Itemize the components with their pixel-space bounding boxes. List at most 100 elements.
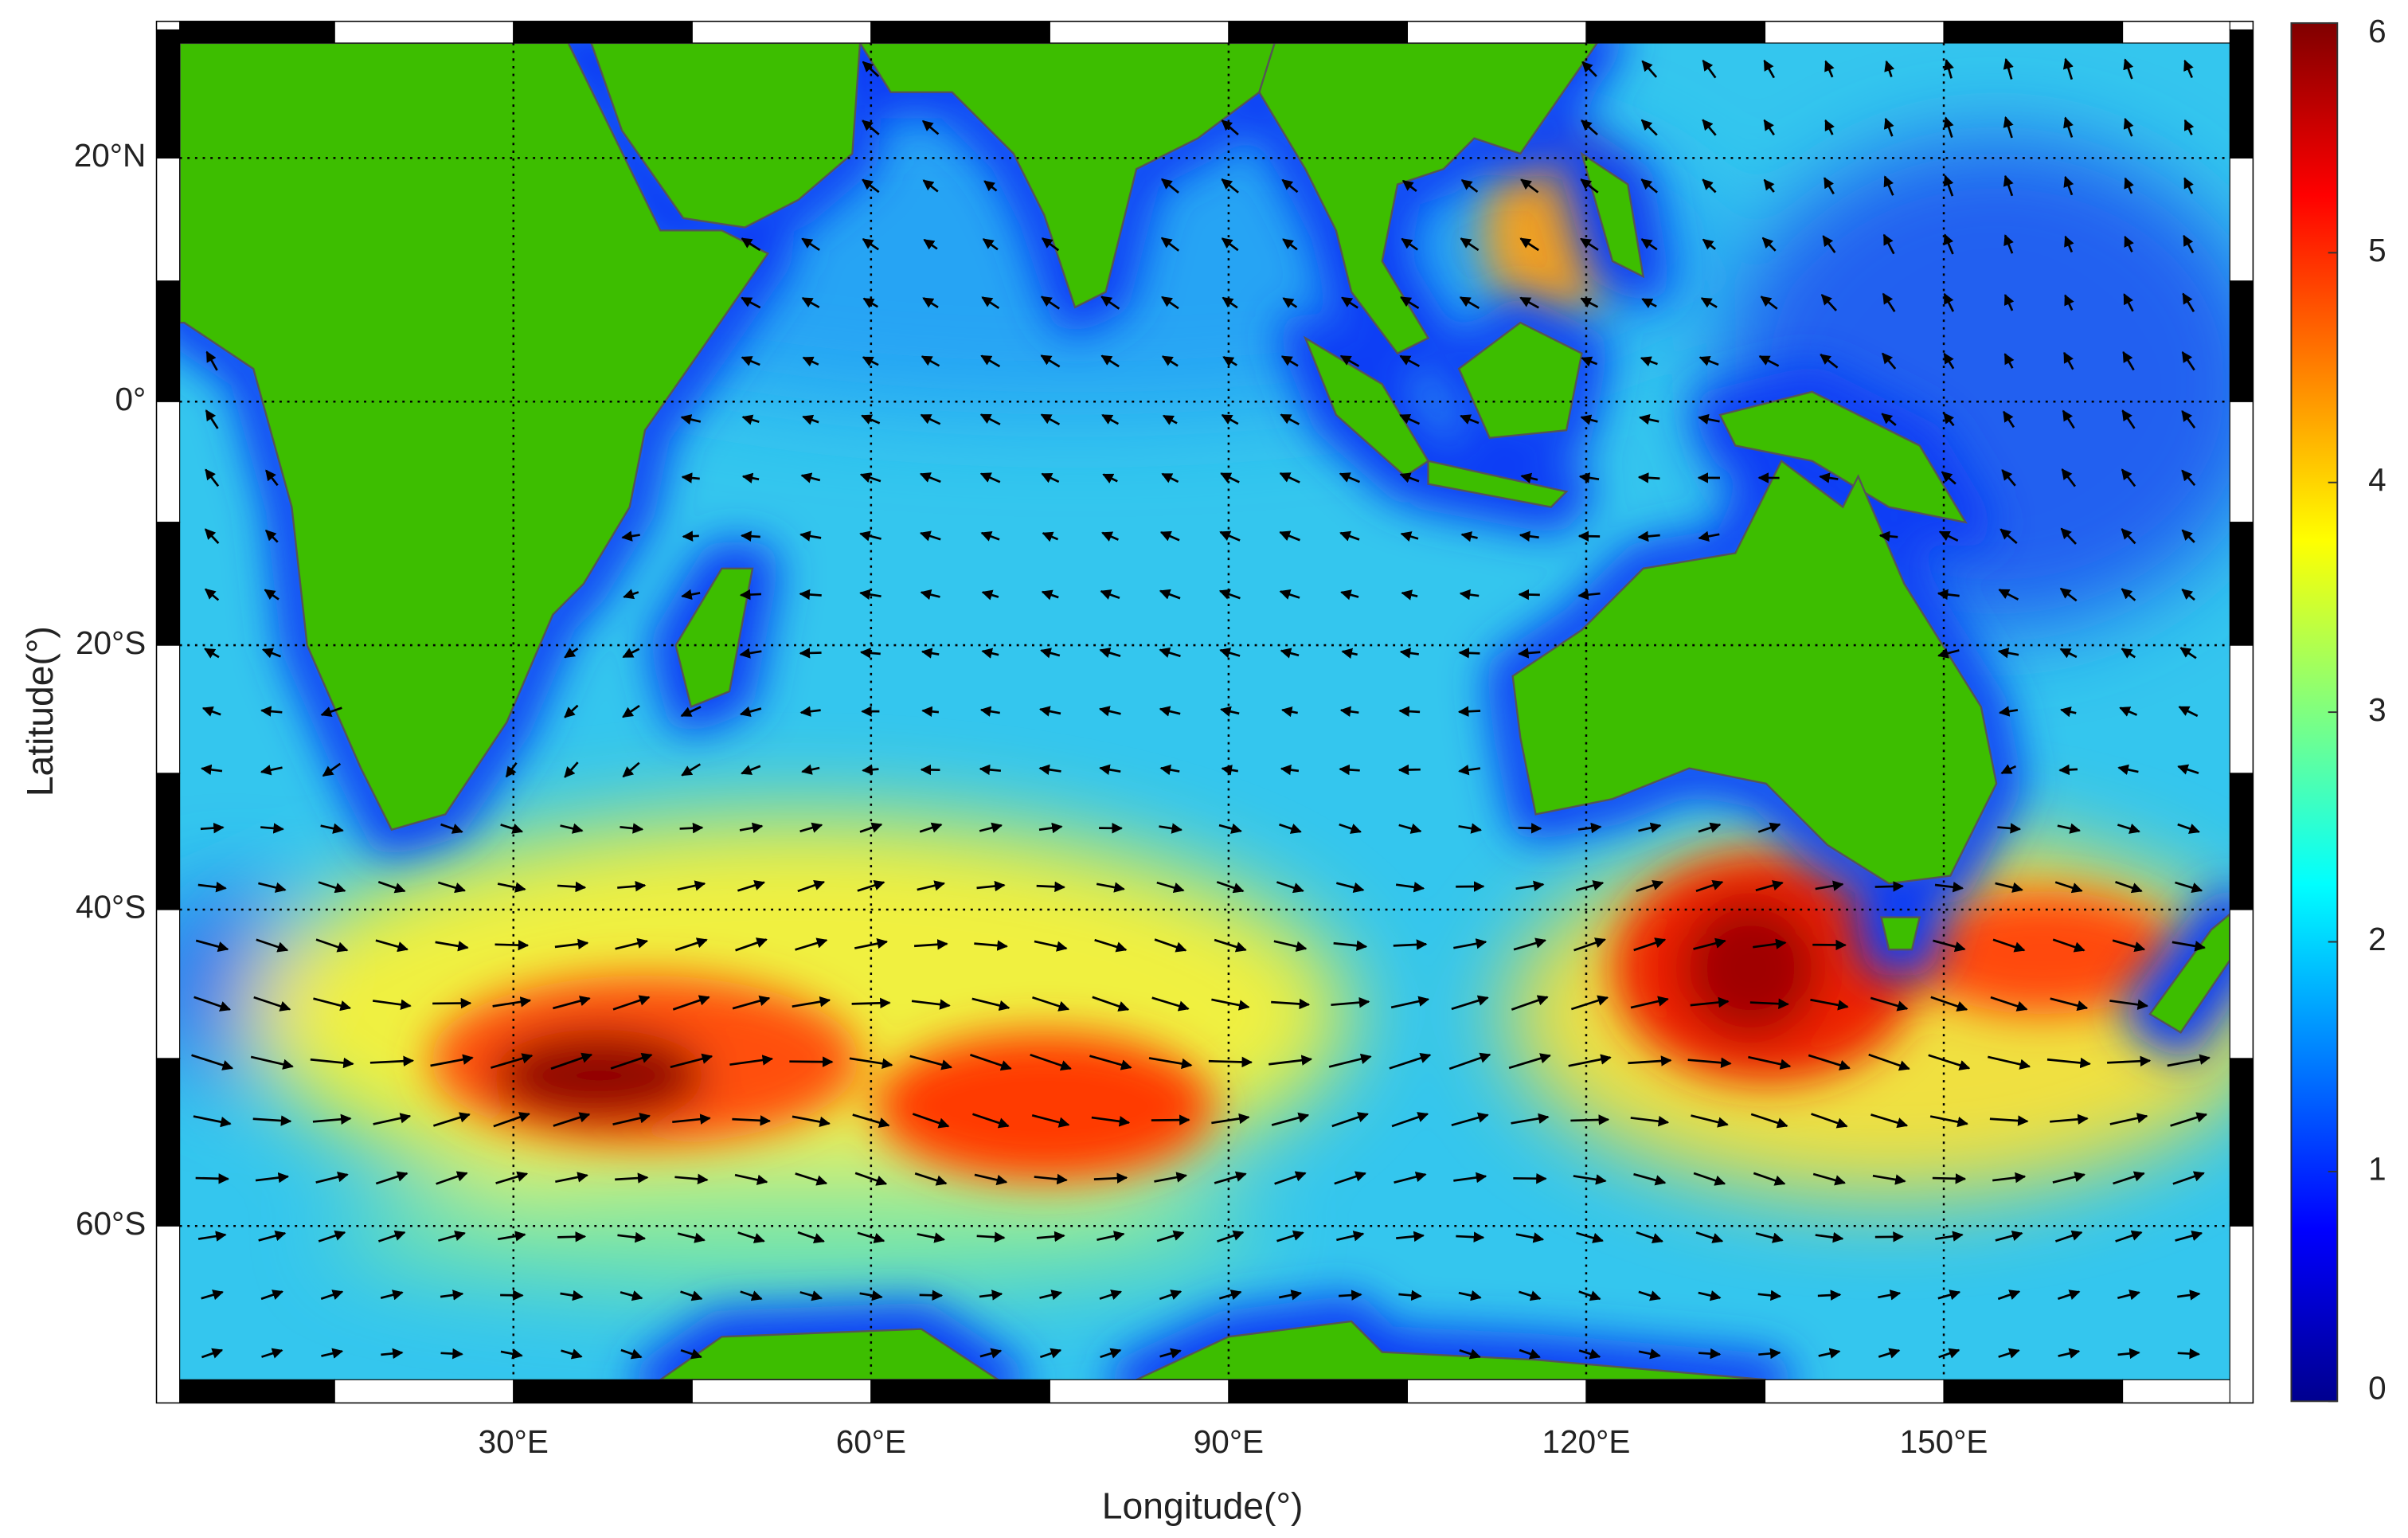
frame-segment	[156, 909, 181, 1059]
wind-arrow	[2003, 293, 2015, 311]
wind-arrow	[800, 472, 821, 483]
wind-arrow	[799, 530, 822, 542]
wind-arrow	[1870, 996, 1909, 1012]
wind-arrow	[1394, 1171, 1427, 1184]
wind-arrow	[1399, 413, 1421, 425]
wind-arrow	[1451, 1112, 1489, 1127]
wind-arrow	[2113, 1171, 2145, 1185]
frame-segment	[1764, 21, 1945, 44]
wind-arrow	[2003, 174, 2014, 197]
wind-arrow	[1459, 1348, 1481, 1360]
wind-arrow	[1580, 237, 1599, 251]
wind-arrow	[1271, 1112, 1310, 1126]
wind-arrow	[801, 237, 820, 251]
wind-arrow	[1638, 414, 1659, 425]
wind-arrow	[1693, 937, 1726, 950]
wind-arrow	[200, 822, 225, 834]
wind-arrow	[1159, 589, 1181, 600]
wind-arrow	[1508, 1053, 1551, 1070]
sumatra	[1303, 335, 1430, 478]
wind-arrow	[674, 937, 708, 952]
wind-arrow	[1098, 706, 1121, 717]
wind-arrow	[2177, 1348, 2201, 1360]
wind-arrow	[737, 1231, 765, 1243]
wind-arrow	[681, 763, 702, 777]
y-axis-label: Latitude(°)	[19, 626, 61, 796]
frame-segment	[156, 1225, 181, 1403]
philippines	[1580, 151, 1645, 279]
wind-arrow	[1820, 294, 1838, 311]
wind-arrow	[920, 589, 940, 601]
wind-arrow	[1882, 292, 1896, 312]
wind-arrow	[1637, 472, 1660, 483]
wind-arrow	[1034, 1173, 1068, 1185]
y-tick-label: 0°	[115, 381, 146, 417]
wind-arrow	[1280, 764, 1300, 776]
wind-arrow	[197, 1231, 227, 1242]
wind-arrow	[1276, 1230, 1304, 1243]
wind-arrow	[854, 938, 889, 949]
wind-arrow	[1928, 1054, 1971, 1070]
wind-arrow	[979, 764, 1002, 776]
wind-arrow	[1282, 297, 1298, 308]
wind-arrow	[1824, 119, 1835, 135]
wind-arrow	[615, 937, 649, 950]
wind-arrow	[1040, 413, 1061, 425]
wind-arrow	[1882, 233, 1895, 255]
wind-arrow	[1811, 1113, 1848, 1129]
wind-arrow	[913, 939, 948, 950]
wind-arrow	[437, 881, 466, 894]
colorbar-tick-label: 1	[2368, 1151, 2386, 1188]
wind-arrow	[1340, 589, 1359, 601]
wind-arrow	[849, 1057, 893, 1069]
africa	[179, 43, 769, 832]
wind-arrow	[1038, 706, 1061, 717]
wind-arrow	[1456, 1231, 1485, 1243]
wind-arrow	[1630, 996, 1669, 1009]
wind-arrow	[1998, 589, 2019, 601]
wind-arrow	[557, 1231, 587, 1243]
wind-arrow	[1943, 174, 1954, 197]
frame-segment	[2229, 773, 2254, 910]
wind-arrow	[1339, 354, 1360, 367]
frame-segment	[2229, 157, 2254, 282]
wind-arrow	[1573, 937, 1606, 952]
wind-arrow	[1518, 648, 1541, 659]
wind-arrow	[1162, 414, 1178, 425]
wind-arrow	[1281, 178, 1299, 194]
wind-arrow	[622, 704, 640, 718]
x-tick-label: 150°E	[1900, 1423, 1988, 1460]
wind-arrow	[1036, 1231, 1065, 1243]
wind-arrow	[1868, 1053, 1910, 1071]
x-axis-label: Longitude(°)	[1102, 1485, 1304, 1527]
wind-arrow	[1339, 823, 1362, 834]
wind-arrow	[1810, 998, 1849, 1011]
frame-segment	[156, 644, 181, 774]
wind-arrow	[560, 1289, 584, 1301]
wind-arrow	[1459, 296, 1480, 309]
wind-arrow	[500, 1348, 523, 1360]
y-tick-label: 20°N	[74, 137, 146, 174]
frame-segment	[156, 773, 181, 910]
wind-arrow	[1750, 1113, 1788, 1129]
frame	[155, 21, 2254, 1404]
wind-arrow	[1989, 1115, 2029, 1126]
wind-arrow	[909, 1055, 952, 1070]
wind-arrow	[1039, 1289, 1063, 1301]
wind-arrow	[1992, 938, 2026, 953]
wind-arrow	[2179, 647, 2197, 659]
wind-arrow	[1513, 937, 1546, 951]
wind-arrow	[795, 937, 828, 951]
wind-arrow	[1038, 822, 1063, 834]
wind-arrow	[1042, 531, 1059, 542]
wind-arrow	[1937, 1289, 1961, 1301]
wind-arrow	[1459, 589, 1480, 601]
wind-arrow	[1399, 648, 1419, 659]
wind-arrow	[917, 1232, 945, 1243]
wind-arrow	[979, 472, 1001, 483]
wind-arrow	[1159, 706, 1181, 717]
wind-arrow	[320, 823, 344, 834]
wind-arrow	[1328, 1053, 1372, 1068]
wind-arrow	[2062, 57, 2074, 80]
wind-arrow	[2181, 469, 2196, 487]
